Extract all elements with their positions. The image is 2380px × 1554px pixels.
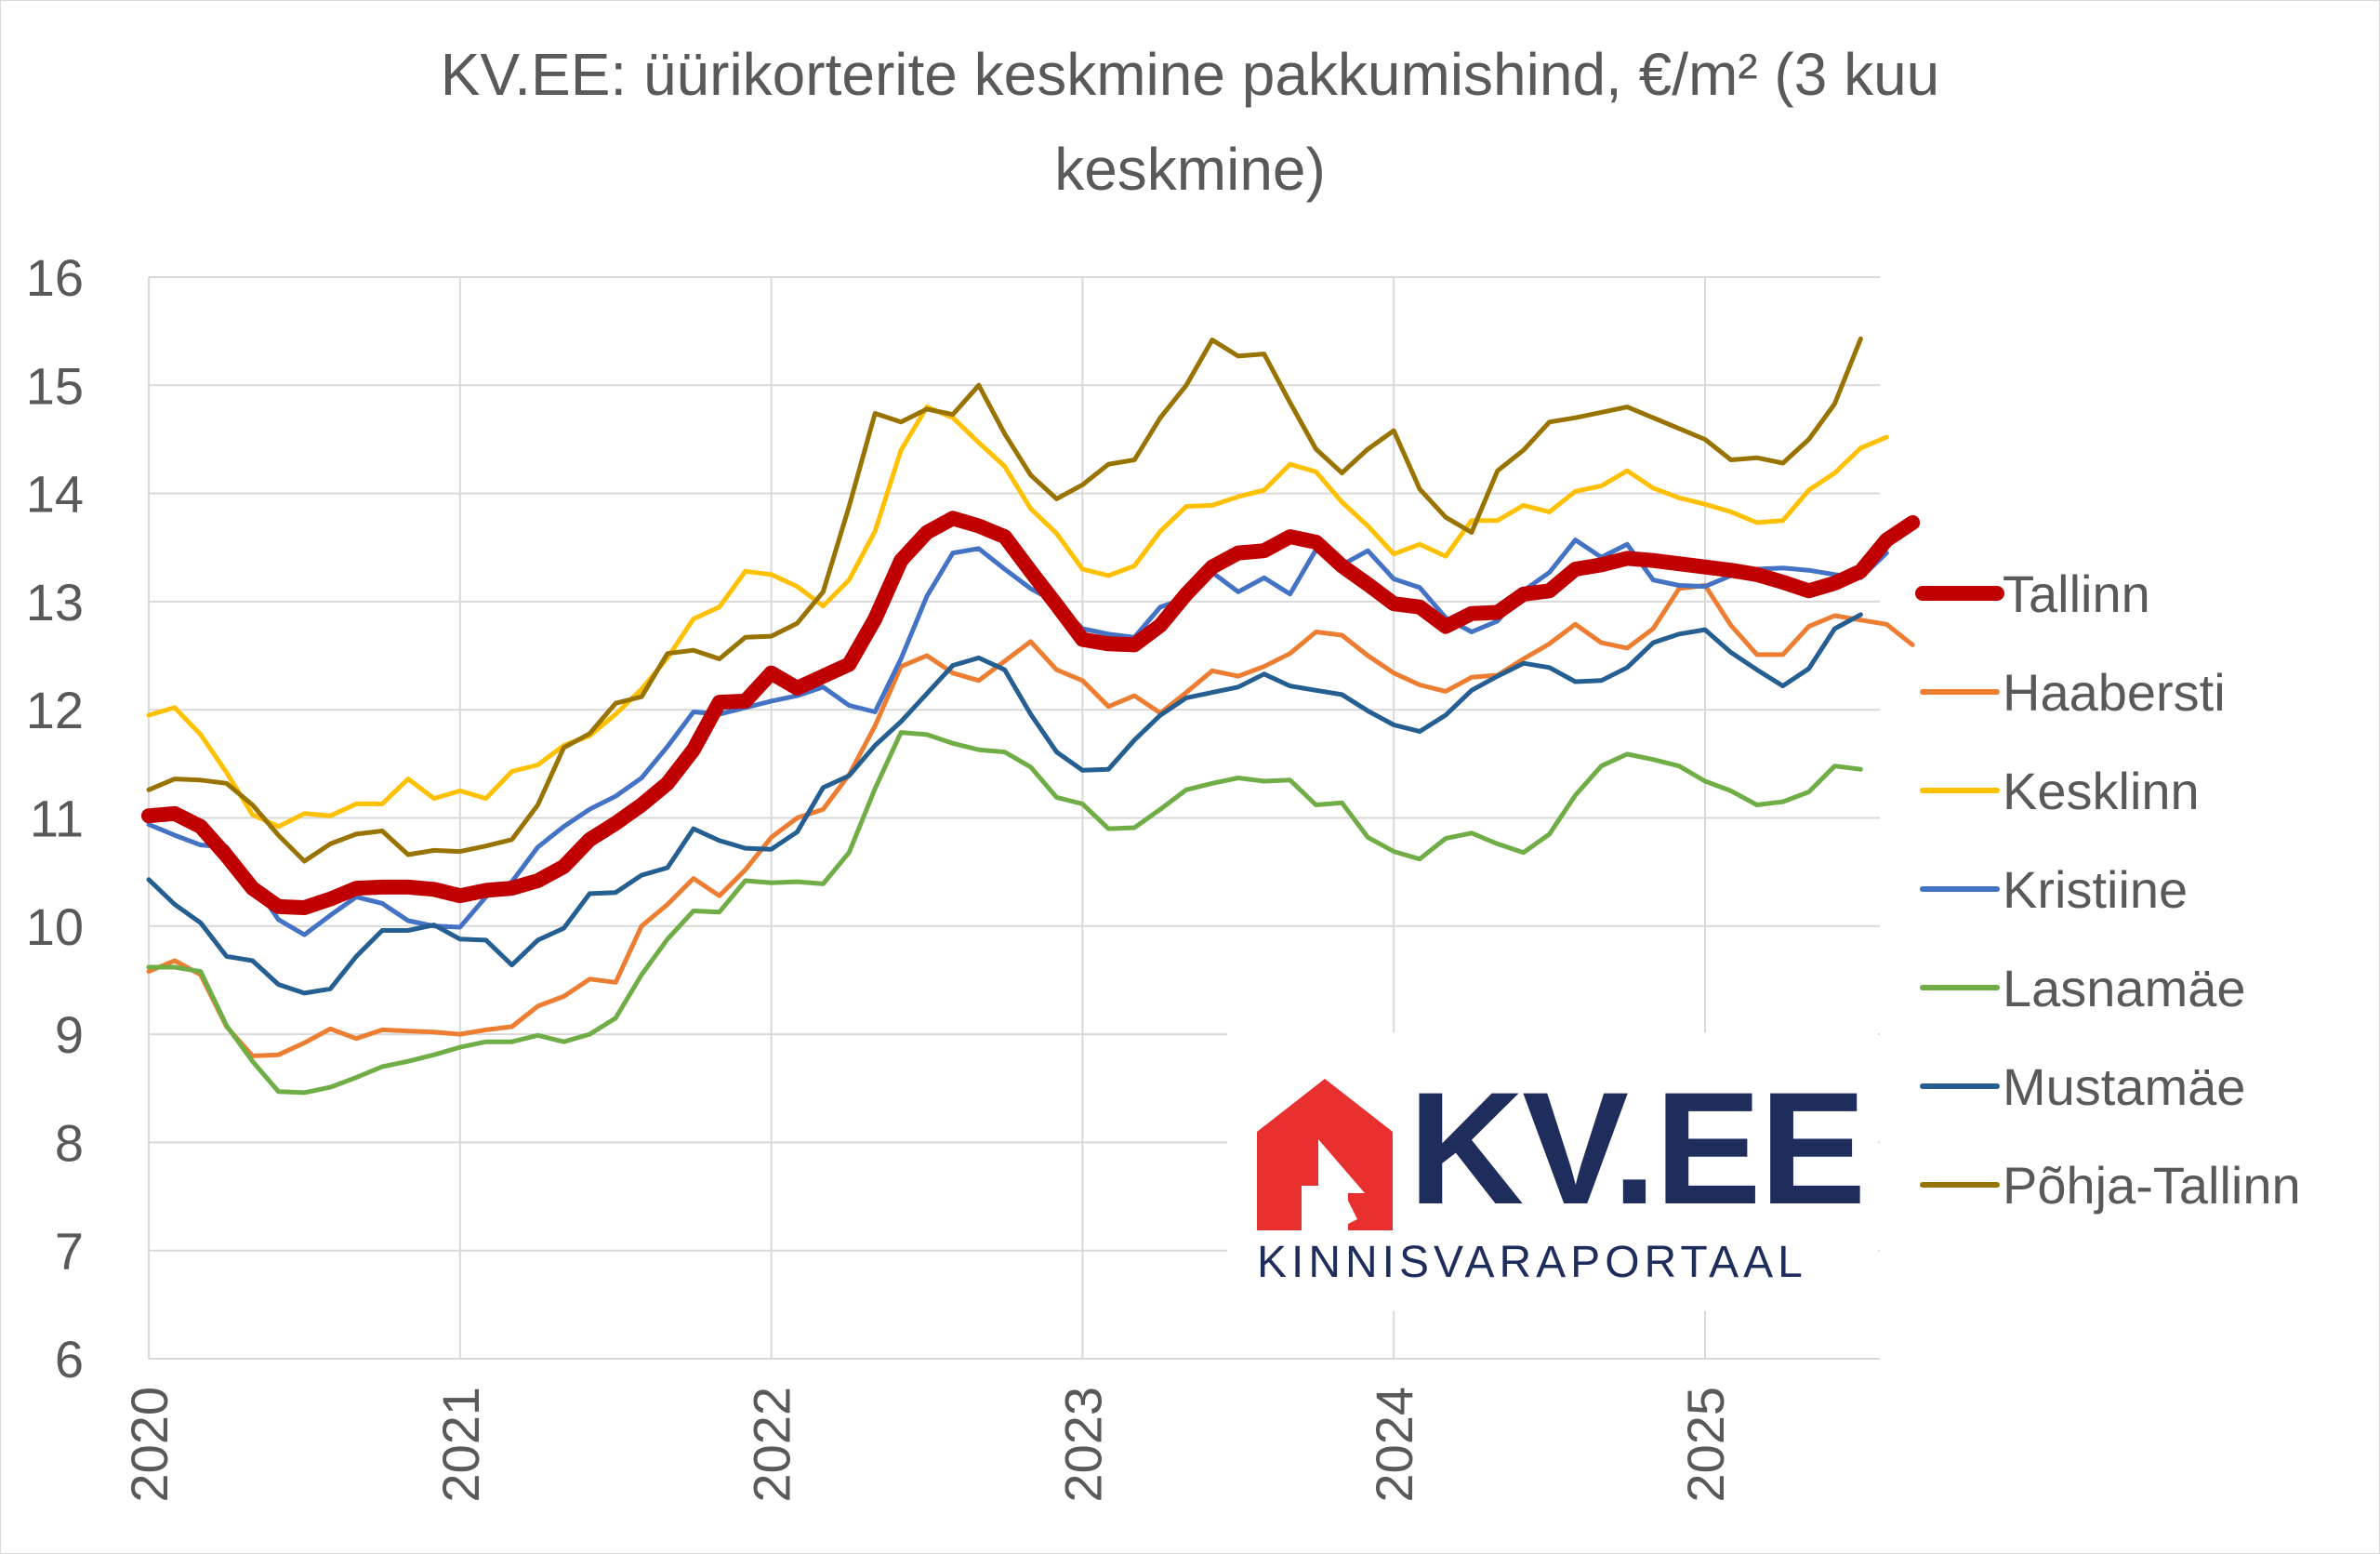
chart-title-line-1: KV.EE: üürikorterite keskmine pakkumishi… <box>440 41 1940 108</box>
y-axis: 6 7 8 9 10 11 12 13 14 15 16 <box>26 248 84 1388</box>
kv-ee-logo: KV.EE KINNISVARAPORTAAL <box>1227 1032 1878 1311</box>
logo-brand: KV.EE <box>1408 1059 1866 1238</box>
y-tick-label: 9 <box>55 1005 84 1064</box>
legend-label: Põhja-Tallinn <box>2003 1156 2301 1215</box>
series-line-kesklinn <box>146 405 1889 830</box>
y-tick-label: 14 <box>26 465 84 524</box>
y-tick-label: 12 <box>26 681 84 739</box>
series-line-p-hja-tallinn <box>146 336 1863 864</box>
legend-label: Tallinn <box>2003 564 2150 623</box>
x-tick-label: 2022 <box>743 1387 801 1503</box>
legend-label: Mustamäe <box>2003 1057 2245 1116</box>
legend-label: Haabersti <box>2003 663 2226 722</box>
legend-label: Kristiine <box>2003 860 2188 919</box>
series-lines <box>141 336 1921 1096</box>
series-line-kristiine <box>146 538 1889 937</box>
y-tick-label: 7 <box>55 1222 84 1281</box>
series-line-lasnam-e <box>146 730 1863 1096</box>
x-tick-label: 2021 <box>431 1387 490 1503</box>
y-tick-label: 13 <box>26 573 84 631</box>
x-tick-label: 2024 <box>1365 1387 1423 1503</box>
y-tick-label: 15 <box>26 356 84 415</box>
x-axis: 2020 2021 2022 2023 2024 2025 <box>120 1387 1735 1503</box>
y-tick-label: 8 <box>55 1113 84 1172</box>
chart-title-line-2: keskmine) <box>1054 136 1326 203</box>
legend-label: Kesklinn <box>2003 762 2200 820</box>
series-line-tallinn <box>141 511 1921 915</box>
logo-subtitle: KINNISVARAPORTAAL <box>1257 1238 1807 1287</box>
y-tick-label: 16 <box>26 248 84 307</box>
x-tick-label: 2020 <box>120 1387 178 1503</box>
y-tick-label: 6 <box>55 1330 84 1388</box>
series-line-haabersti <box>146 583 1915 1058</box>
series-line-mustam-e <box>146 612 1863 996</box>
y-tick-label: 10 <box>26 897 84 956</box>
house-cursor-icon <box>1257 1079 1393 1230</box>
x-tick-label: 2025 <box>1676 1387 1735 1503</box>
legend: Tallinn Haabersti Kesklinn Kristiine Lasnamä… <box>1915 564 2301 1215</box>
y-tick-label: 11 <box>30 790 84 848</box>
x-tick-label: 2023 <box>1053 1387 1112 1503</box>
legend-label: Lasnamäe <box>2003 959 2246 1017</box>
